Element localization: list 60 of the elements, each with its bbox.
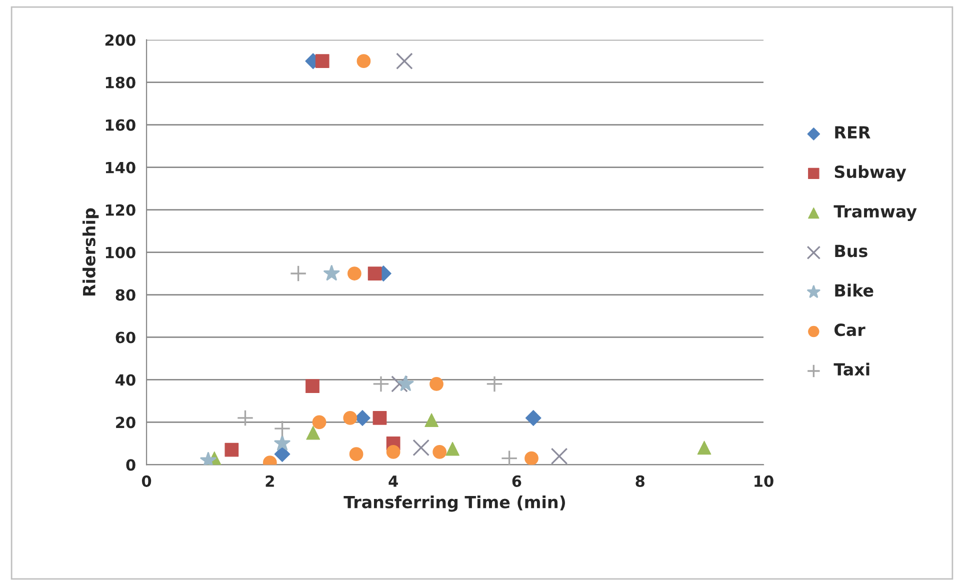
point (343, 411, 358, 425)
y-axis-title: Ridership (82, 208, 99, 296)
point (372, 376, 390, 392)
point (432, 445, 447, 459)
legend-label: RER (835, 126, 870, 138)
point (524, 451, 538, 465)
point (424, 413, 438, 428)
point (386, 445, 400, 459)
point (398, 376, 414, 391)
point (290, 265, 307, 282)
x-tick-label: 4 (388, 476, 398, 487)
x-tick-label: 8 (636, 475, 644, 487)
legend-label: Subway (834, 165, 906, 182)
point (315, 54, 330, 68)
x-tick-label: 2 (266, 475, 274, 487)
y-tick-label: 80 (116, 289, 136, 301)
y-tick-label: 60 (116, 332, 136, 344)
y-tick-label: 40 (116, 374, 136, 386)
x-tick-label: 6 (512, 475, 522, 487)
point (430, 377, 444, 391)
point (550, 448, 568, 465)
point (356, 54, 371, 68)
point (486, 376, 503, 392)
point (446, 442, 460, 456)
y-tick-label: 100 (106, 246, 136, 258)
point (306, 426, 320, 440)
y-tick-label: 140 (106, 162, 136, 174)
point (324, 265, 340, 281)
point (312, 415, 326, 430)
y-tick-label: 120 (106, 204, 136, 216)
legend-label: Bus (835, 244, 868, 258)
point (368, 266, 382, 280)
point (236, 410, 254, 426)
y-tick-label: 200 (105, 34, 136, 46)
point (274, 446, 290, 462)
point (349, 447, 364, 462)
x-axis-title: Transferring Time (min) (344, 495, 565, 512)
point (391, 376, 408, 392)
y-tick-label: 0 (126, 459, 136, 471)
y-tick-label: 20 (116, 416, 136, 428)
y-tick-label: 180 (106, 76, 136, 88)
point (354, 410, 370, 426)
point (396, 52, 413, 70)
point (525, 410, 542, 426)
x-tick-label: 10 (754, 475, 774, 487)
x-tick-label: 0 (142, 475, 152, 487)
point (306, 379, 320, 394)
point (412, 439, 430, 456)
point (697, 440, 712, 455)
point (500, 450, 518, 465)
point (348, 266, 362, 280)
point (224, 442, 239, 457)
legend-label: Bike (835, 284, 874, 297)
legend-label: Taxi (834, 362, 870, 376)
point (274, 420, 291, 438)
legend-label: Tramway (834, 205, 917, 222)
point (372, 411, 387, 425)
y-tick-label: 160 (106, 119, 136, 131)
legend-label: Car (834, 324, 866, 336)
point (274, 435, 290, 450)
